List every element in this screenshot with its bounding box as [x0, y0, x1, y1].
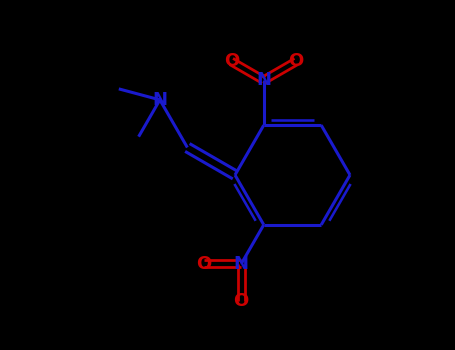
Text: O: O — [224, 52, 239, 70]
Text: N: N — [256, 71, 271, 89]
Text: O: O — [233, 292, 249, 310]
Text: N: N — [234, 255, 249, 273]
Text: O: O — [196, 255, 212, 273]
Text: N: N — [152, 91, 167, 109]
Text: O: O — [288, 52, 304, 70]
